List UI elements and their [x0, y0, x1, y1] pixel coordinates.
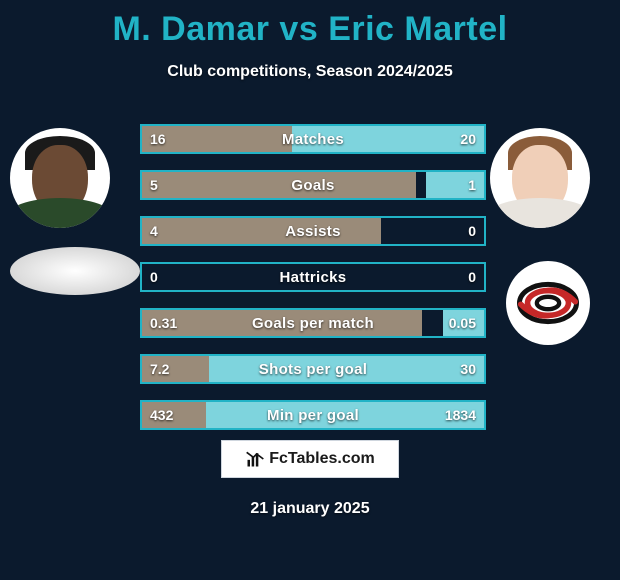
stat-label: Hattricks — [142, 264, 484, 290]
stat-value-left: 0 — [142, 264, 166, 290]
stat-value-right: 30 — [452, 356, 484, 382]
stat-value-right: 1834 — [437, 402, 484, 428]
stat-row: Min per goal432 1834 — [140, 400, 486, 430]
stat-value-left: 7.2 — [142, 356, 177, 382]
stat-value-right: 0 — [460, 218, 484, 244]
hurricane-icon — [517, 272, 579, 334]
stat-label: Matches — [142, 126, 484, 152]
stat-value-right: 20 — [452, 126, 484, 152]
page-subtitle: Club competitions, Season 2024/2025 — [0, 63, 620, 81]
stat-row: Matches16 20 — [140, 124, 486, 154]
stat-value-right: 1 — [460, 172, 484, 198]
stat-value-left: 432 — [142, 402, 181, 428]
stat-label: Goals per match — [142, 310, 484, 336]
stat-row: Goals5 1 — [140, 170, 486, 200]
stat-label: Assists — [142, 218, 484, 244]
stat-row: Goals per match0.31 0.05 — [140, 308, 486, 338]
stat-value-left: 16 — [142, 126, 174, 152]
club-left-logo — [10, 247, 140, 295]
stat-value-left: 4 — [142, 218, 166, 244]
stat-value-left: 0.31 — [142, 310, 185, 336]
brand-text: FcTables.com — [269, 450, 375, 468]
stat-row: Hattricks0 0 — [140, 262, 486, 292]
stat-value-right: 0.05 — [441, 310, 484, 336]
player-right-avatar — [490, 128, 590, 228]
stat-label: Shots per goal — [142, 356, 484, 382]
stats-container: Matches1620Goals51Assists40Hattricks00Go… — [140, 124, 486, 446]
stat-value-left: 5 — [142, 172, 166, 198]
avatar-shoulders — [10, 198, 110, 228]
stat-value-right: 0 — [460, 264, 484, 290]
avatar-shoulders — [490, 198, 590, 228]
page-title: M. Damar vs Eric Martel — [0, 0, 620, 49]
footer-date: 21 january 2025 — [0, 500, 620, 518]
brand-badge: FcTables.com — [221, 440, 399, 478]
player-left-avatar — [10, 128, 110, 228]
chart-icon — [245, 449, 265, 469]
stat-row: Shots per goal7.2 30 — [140, 354, 486, 384]
club-right-logo — [506, 261, 590, 345]
stat-label: Min per goal — [142, 402, 484, 428]
stat-label: Goals — [142, 172, 484, 198]
stat-row: Assists4 0 — [140, 216, 486, 246]
